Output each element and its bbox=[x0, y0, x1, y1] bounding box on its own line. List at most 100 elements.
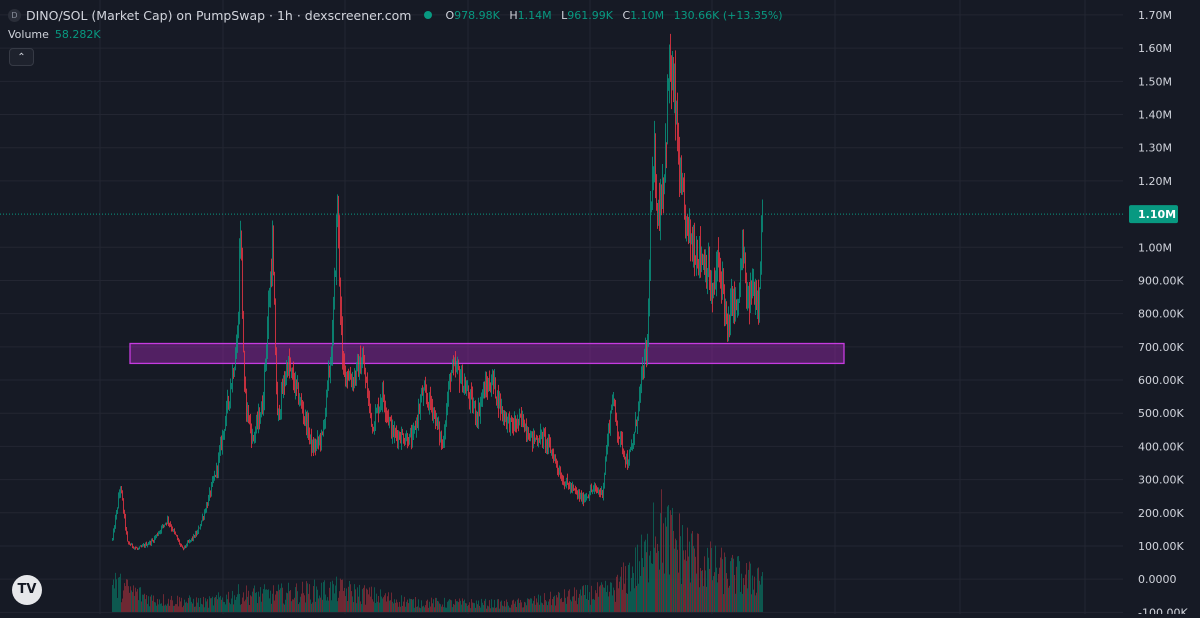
volume-bar bbox=[239, 593, 240, 612]
volume-bar bbox=[614, 590, 615, 612]
volume-bar bbox=[179, 597, 180, 612]
volume-bar bbox=[517, 599, 518, 612]
volume-bar bbox=[212, 596, 213, 612]
volume-bar bbox=[141, 601, 142, 612]
volume-bar bbox=[379, 602, 380, 612]
support-zone[interactable] bbox=[129, 342, 845, 365]
volume-bar bbox=[393, 603, 394, 612]
volume-bar bbox=[624, 583, 625, 612]
volume-bar bbox=[255, 592, 256, 612]
volume-bar bbox=[256, 592, 257, 612]
volume-bar bbox=[678, 572, 679, 612]
volume-bar bbox=[561, 597, 562, 612]
volume-bar bbox=[724, 552, 725, 612]
volume-bar bbox=[550, 591, 551, 612]
change-value: 130.66K (+13.35%) bbox=[673, 8, 783, 22]
volume-bar bbox=[452, 607, 453, 612]
volume-bar bbox=[672, 507, 673, 612]
volume-bar bbox=[218, 592, 219, 612]
volume-bar bbox=[269, 598, 270, 612]
volume-bar bbox=[585, 584, 586, 612]
volume-bar bbox=[407, 599, 408, 612]
volume-bar bbox=[525, 602, 526, 612]
price-axis[interactable]: 1.70M 1.60M 1.50M 1.40M 1.30M 1.20M 1.00M 900.0… bbox=[1123, 0, 1200, 618]
volume-bar bbox=[494, 599, 495, 612]
volume-bar bbox=[322, 599, 323, 612]
volume-bar bbox=[635, 547, 636, 612]
volume-bar bbox=[515, 601, 516, 612]
volume-bar bbox=[580, 589, 581, 612]
volume-bar bbox=[508, 605, 509, 612]
tradingview-logo[interactable]: TV bbox=[12, 575, 42, 605]
volume-bar bbox=[615, 601, 616, 612]
volume-bar bbox=[426, 600, 427, 612]
symbol-badge[interactable]: D bbox=[8, 8, 21, 22]
volume-bar bbox=[557, 597, 558, 612]
volume-bar bbox=[273, 585, 274, 612]
volume-bar bbox=[434, 607, 435, 612]
volume-bar bbox=[227, 599, 228, 612]
volume-bar bbox=[591, 585, 592, 612]
volume-bar bbox=[560, 598, 561, 612]
volume-bar bbox=[683, 550, 684, 612]
volume-bar bbox=[544, 593, 545, 612]
volume-bar bbox=[153, 595, 154, 612]
volume-bar bbox=[247, 596, 248, 612]
volume-bar bbox=[117, 597, 118, 612]
volume-bar bbox=[183, 605, 184, 612]
last-price-tag bbox=[1129, 205, 1178, 224]
volume-bar bbox=[554, 595, 555, 612]
volume-bar bbox=[346, 588, 347, 612]
volume-bar bbox=[732, 554, 733, 612]
volume-bar bbox=[378, 595, 379, 612]
volume-bar bbox=[664, 573, 665, 612]
volume-bar bbox=[304, 595, 305, 612]
volume-bar bbox=[155, 602, 156, 612]
volume-bar bbox=[419, 607, 420, 612]
volume-bar bbox=[349, 580, 350, 612]
volume-bar bbox=[551, 605, 552, 612]
volume-bar bbox=[361, 604, 362, 612]
volume-bar bbox=[429, 601, 430, 612]
volume-bar bbox=[126, 579, 127, 612]
volume-bar bbox=[619, 581, 620, 612]
volume-bar bbox=[757, 568, 758, 612]
volume-bar bbox=[233, 604, 234, 612]
volume-bar bbox=[651, 563, 652, 612]
y-tick-label: -100.00K bbox=[1138, 606, 1188, 614]
volume-bar bbox=[690, 582, 691, 612]
volume-label[interactable]: Volume bbox=[8, 28, 49, 41]
volume-bar bbox=[566, 603, 567, 612]
volume-bar bbox=[112, 584, 113, 612]
volume-bar bbox=[659, 569, 660, 612]
volume-bar bbox=[454, 604, 455, 612]
volume-bar bbox=[207, 599, 208, 612]
volume-bar bbox=[163, 594, 164, 612]
volume-bar bbox=[708, 557, 709, 612]
chart-title[interactable]: DINO/SOL (Market Cap) on PumpSwap · 1h ·… bbox=[26, 7, 412, 23]
volume-bar bbox=[634, 588, 635, 612]
volume-bar bbox=[197, 602, 198, 612]
volume-bar bbox=[655, 536, 656, 612]
volume-bar bbox=[514, 603, 515, 612]
volume-bar bbox=[391, 592, 392, 612]
volume-bar bbox=[568, 590, 569, 612]
volume-bar bbox=[187, 603, 188, 612]
collapse-legend-button[interactable]: ⌃ bbox=[9, 48, 34, 66]
volume-bar bbox=[297, 591, 298, 612]
volume-bar bbox=[334, 593, 335, 612]
volume-bar bbox=[640, 575, 641, 612]
volume-bar bbox=[475, 607, 476, 612]
volume-bar bbox=[458, 602, 459, 612]
volume-bar bbox=[299, 602, 300, 612]
volume-bar bbox=[248, 590, 249, 612]
volume-bar bbox=[401, 595, 402, 612]
volume-bar bbox=[377, 601, 378, 612]
chevron-up-icon: ⌃ bbox=[17, 52, 26, 63]
volume-bar bbox=[682, 525, 683, 612]
volume-bar bbox=[253, 588, 254, 612]
y-tick-label: 100.00K bbox=[1138, 540, 1184, 553]
volume-bar bbox=[372, 599, 373, 612]
